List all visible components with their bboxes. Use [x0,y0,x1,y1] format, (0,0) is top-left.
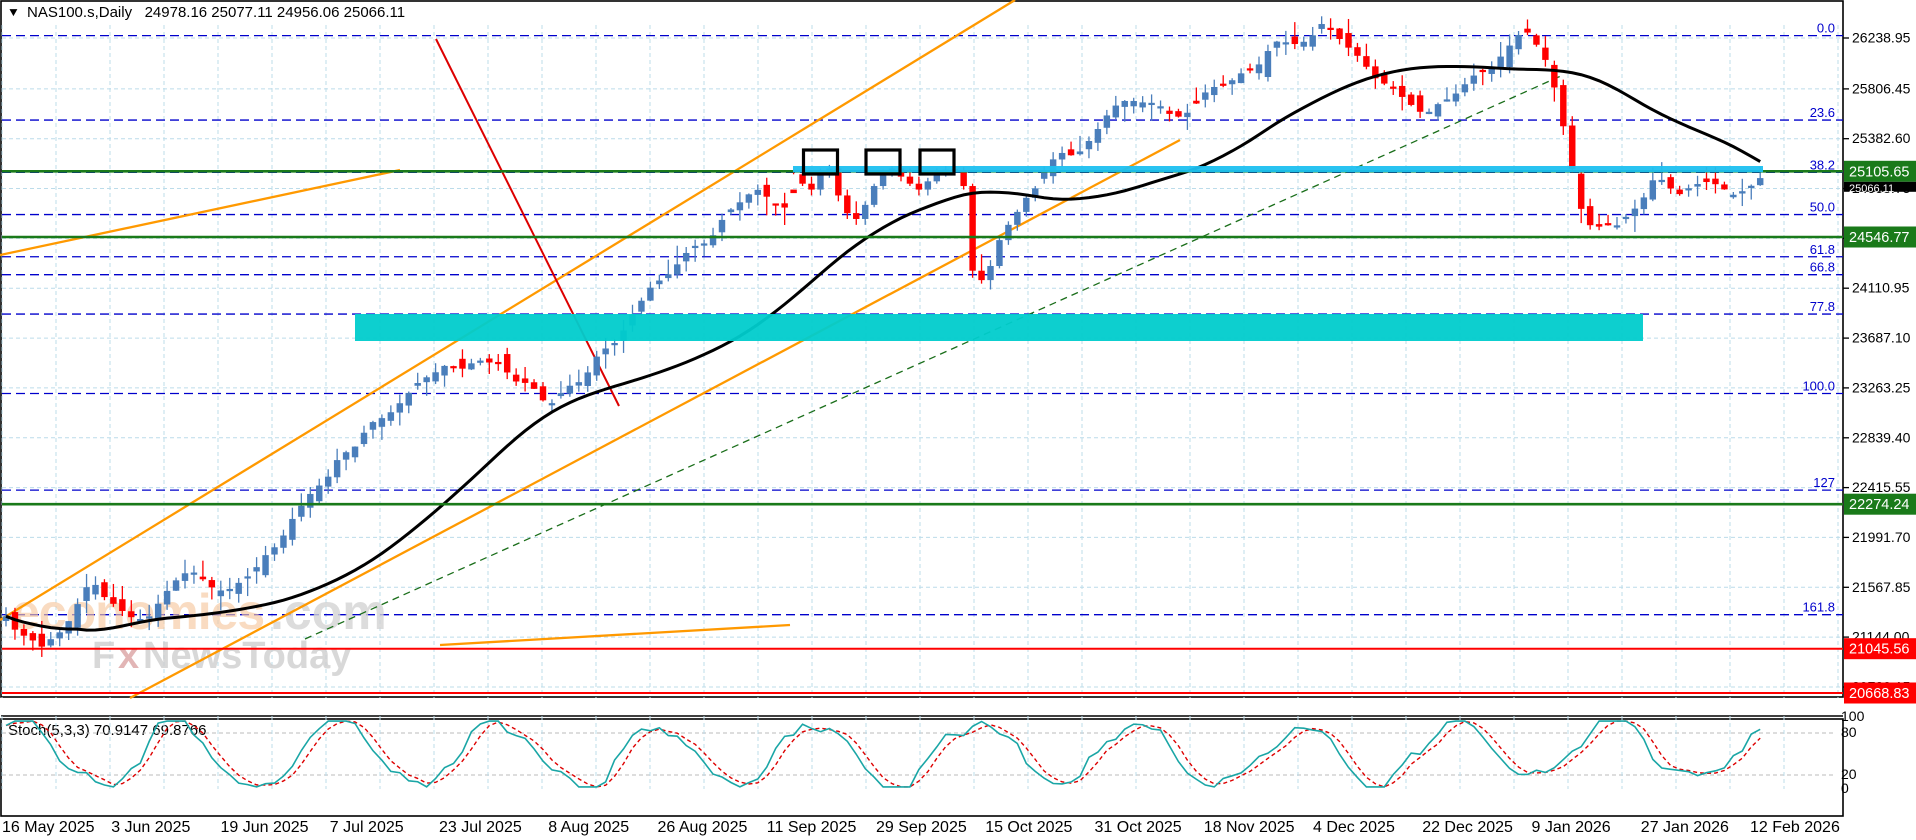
svg-text:80: 80 [1841,724,1857,740]
svg-text:100: 100 [1841,708,1865,724]
svg-text:Stoch(5,3,3) 70.9147 69.8766: Stoch(5,3,3) 70.9147 69.8766 [8,722,207,739]
svg-text:0: 0 [1841,780,1849,796]
